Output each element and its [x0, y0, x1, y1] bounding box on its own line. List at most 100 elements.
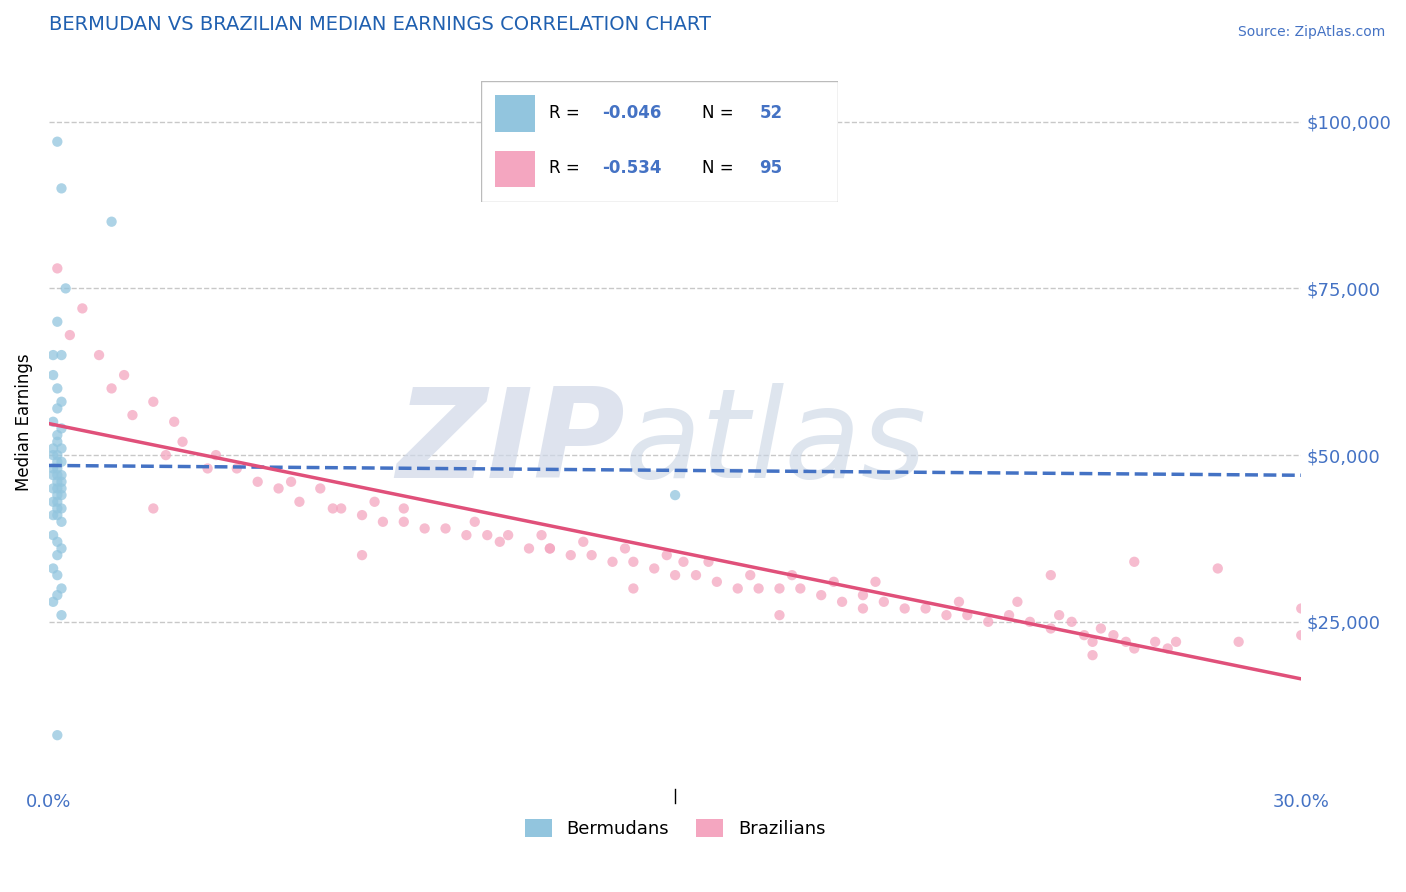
- Point: [1102, 628, 1125, 642]
- Legend: Bermudans, Brazilians: Bermudans, Brazilians: [517, 812, 832, 846]
- Point: [1115, 635, 1137, 649]
- Point: [42, 448, 65, 462]
- Point: [664, 568, 686, 582]
- Point: [413, 521, 436, 535]
- Point: [1060, 615, 1083, 629]
- Point: [42, 368, 65, 383]
- Point: [46, 488, 69, 502]
- Point: [42, 461, 65, 475]
- Point: [1291, 601, 1313, 615]
- Point: [977, 615, 1000, 629]
- Point: [46, 501, 69, 516]
- Point: [1090, 622, 1112, 636]
- Point: [121, 408, 143, 422]
- Point: [42, 348, 65, 362]
- Point: [998, 608, 1021, 623]
- Point: [1081, 648, 1104, 662]
- Point: [46, 448, 69, 462]
- Point: [1047, 608, 1070, 623]
- Point: [740, 568, 762, 582]
- Point: [42, 442, 65, 456]
- Point: [51, 421, 73, 435]
- Point: [768, 608, 790, 623]
- Point: [46, 728, 69, 742]
- Point: [87, 348, 110, 362]
- Text: BERMUDAN VS BRAZILIAN MEDIAN EARNINGS CORRELATION CHART: BERMUDAN VS BRAZILIAN MEDIAN EARNINGS CO…: [49, 15, 711, 34]
- Point: [51, 582, 73, 596]
- Point: [517, 541, 540, 556]
- Point: [823, 574, 845, 589]
- Point: [560, 548, 582, 562]
- Point: [46, 548, 69, 562]
- Point: [1007, 595, 1029, 609]
- Point: [163, 415, 186, 429]
- Point: [852, 601, 875, 615]
- Point: [810, 588, 832, 602]
- Point: [100, 381, 122, 395]
- Point: [51, 608, 73, 623]
- Point: [697, 555, 720, 569]
- Point: [456, 528, 478, 542]
- Point: [614, 541, 637, 556]
- Point: [280, 475, 302, 489]
- Point: [392, 501, 415, 516]
- Point: [956, 608, 979, 623]
- Point: [496, 528, 519, 542]
- Point: [46, 261, 69, 276]
- Point: [172, 434, 194, 449]
- Point: [197, 461, 219, 475]
- Point: [685, 568, 707, 582]
- Point: [477, 528, 499, 542]
- Point: [664, 488, 686, 502]
- Point: [51, 515, 73, 529]
- Point: [727, 582, 749, 596]
- Point: [893, 601, 915, 615]
- Point: [46, 508, 69, 522]
- Point: [1123, 641, 1146, 656]
- Point: [51, 475, 73, 489]
- Point: [46, 428, 69, 442]
- Point: [42, 508, 65, 522]
- Point: [46, 401, 69, 416]
- Point: [789, 582, 811, 596]
- Point: [371, 515, 394, 529]
- Point: [42, 468, 65, 483]
- Point: [672, 555, 695, 569]
- Point: [935, 608, 957, 623]
- Point: [1144, 635, 1167, 649]
- Point: [706, 574, 728, 589]
- Point: [464, 515, 486, 529]
- Text: ZIP: ZIP: [396, 384, 626, 504]
- Point: [51, 348, 73, 362]
- Point: [46, 588, 69, 602]
- Point: [46, 381, 69, 395]
- Point: [581, 548, 603, 562]
- Point: [51, 501, 73, 516]
- Point: [59, 328, 82, 343]
- Point: [225, 461, 247, 475]
- Point: [51, 455, 73, 469]
- Point: [72, 301, 94, 316]
- Point: [46, 495, 69, 509]
- Point: [538, 541, 561, 556]
- Point: [267, 482, 290, 496]
- Point: [363, 495, 385, 509]
- Point: [42, 415, 65, 429]
- Point: [655, 548, 678, 562]
- Point: [42, 561, 65, 575]
- Point: [309, 482, 332, 496]
- Point: [352, 548, 374, 562]
- Point: [112, 368, 135, 383]
- Point: [873, 595, 896, 609]
- Point: [51, 541, 73, 556]
- Point: [42, 495, 65, 509]
- Point: [42, 595, 65, 609]
- Point: [1227, 635, 1250, 649]
- Point: [46, 455, 69, 469]
- Point: [948, 595, 970, 609]
- Point: [55, 281, 77, 295]
- Point: [155, 448, 177, 462]
- Point: [330, 501, 353, 516]
- Point: [643, 561, 665, 575]
- Point: [51, 181, 73, 195]
